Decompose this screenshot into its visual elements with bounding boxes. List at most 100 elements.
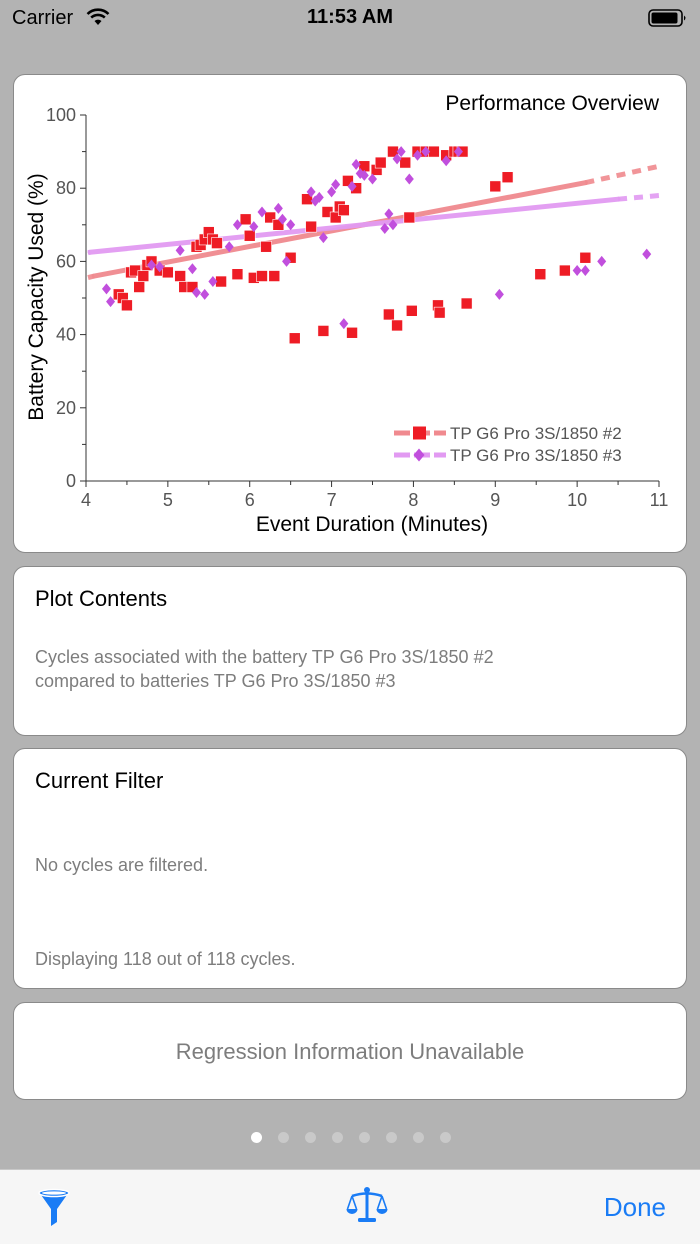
trend-line-extension	[87, 273, 95, 281]
data-point-square	[460, 297, 473, 310]
data-point-square	[579, 251, 592, 264]
plot-contents-card: Plot Contents Cycles associated with the…	[13, 566, 687, 736]
y-tick-label: 0	[66, 471, 76, 491]
data-point-diamond	[392, 153, 402, 165]
data-point-diamond	[642, 248, 652, 260]
data-point-diamond	[314, 191, 324, 203]
page-dot[interactable]	[278, 1132, 289, 1143]
data-point-diamond	[347, 180, 357, 192]
performance-chart: Performance Overview 4 5 6 7 8 9 10 11 0 20 40 60 80…	[25, 92, 669, 536]
data-point-diamond	[232, 219, 242, 231]
data-point-diamond	[597, 255, 607, 267]
data-point-diamond	[187, 263, 197, 275]
data-point-diamond	[396, 146, 406, 158]
y-axis-label: Battery Capacity Used (%)	[25, 173, 48, 420]
y-tick-label: 100	[46, 105, 76, 125]
data-point-square	[268, 270, 281, 282]
regression-message: Regression Information Unavailable	[175, 1039, 525, 1064]
data-point-diamond	[572, 265, 582, 277]
data-point-square	[288, 332, 301, 345]
data-point-square	[374, 156, 387, 169]
legend-marker-diamond	[413, 448, 425, 462]
data-point-square	[162, 266, 174, 279]
data-point-square	[243, 229, 256, 242]
data-point-diamond	[146, 259, 156, 271]
data-point-square	[121, 299, 133, 312]
data-point-diamond	[101, 283, 111, 295]
data-point-diamond	[277, 213, 287, 225]
data-point-diamond	[155, 261, 165, 273]
data-point-diamond	[384, 208, 394, 220]
data-point-diamond	[282, 255, 292, 267]
data-point-diamond	[453, 146, 463, 158]
legend-label: TP G6 Pro 3S/1850 #2	[450, 424, 622, 443]
chart-title: Performance Overview	[445, 92, 659, 115]
done-button[interactable]: Done	[603, 1192, 666, 1222]
page-dot[interactable]	[440, 1132, 451, 1143]
data-point-diamond	[331, 179, 341, 191]
trend-line-extension	[584, 163, 660, 186]
legend-label: TP G6 Pro 3S/1850 #3	[450, 446, 622, 465]
data-point-diamond	[286, 219, 296, 231]
data-point-square	[405, 305, 418, 317]
bottom-toolbar: Done	[0, 1169, 700, 1244]
page-dot[interactable]	[386, 1132, 397, 1143]
data-point-square	[174, 270, 186, 282]
current-filter-card: Current Filter No cycles are filtered. D…	[13, 748, 687, 989]
page-indicator[interactable]	[0, 1131, 700, 1145]
data-point-square	[256, 270, 268, 282]
data-point-diamond	[106, 296, 116, 308]
data-point-square	[559, 264, 571, 277]
data-point-square	[137, 270, 150, 282]
data-point-diamond	[351, 158, 361, 170]
trend-line	[87, 196, 621, 255]
data-point-square	[317, 325, 330, 337]
status-bar: Carrier 11:53 AM	[0, 0, 700, 40]
page-dot[interactable]	[251, 1132, 262, 1143]
battery-icon	[648, 8, 688, 33]
data-point-square	[391, 319, 403, 332]
x-tick-label: 7	[327, 490, 337, 510]
data-point-square	[383, 308, 395, 321]
x-tick-label: 9	[490, 490, 500, 510]
data-point-square	[239, 213, 252, 226]
data-point-diamond	[200, 288, 210, 300]
page-dot[interactable]	[359, 1132, 370, 1143]
data-point-diamond	[368, 173, 377, 185]
data-point-square	[534, 268, 547, 281]
data-point-square	[338, 204, 350, 216]
funnel-icon[interactable]	[37, 1188, 71, 1233]
data-point-diamond	[257, 206, 267, 218]
x-tick-label: 11	[650, 490, 669, 510]
data-point-diamond	[404, 173, 414, 185]
scale-icon[interactable]	[346, 1185, 388, 1232]
page-dot[interactable]	[413, 1132, 424, 1143]
y-tick-label: 80	[56, 178, 76, 198]
y-tick-label: 60	[56, 251, 76, 271]
data-point-square	[305, 220, 317, 233]
page-dot[interactable]	[332, 1132, 343, 1143]
carrier-label: Carrier	[12, 7, 74, 29]
data-point-diamond	[494, 288, 504, 300]
data-point-square	[231, 268, 244, 281]
data-point-diamond	[318, 232, 328, 244]
y-tick-label: 40	[56, 325, 76, 345]
data-point-square	[133, 281, 146, 293]
x-tick-label: 10	[567, 490, 587, 510]
data-point-square	[211, 237, 223, 249]
page-dot[interactable]	[305, 1132, 316, 1143]
plot-contents-title: Plot Contents	[35, 586, 168, 611]
data-point-diamond	[388, 219, 398, 231]
x-tick-label: 4	[81, 490, 91, 510]
trend-line-extension	[617, 193, 660, 202]
data-point-square	[489, 180, 502, 193]
data-point-diamond	[249, 221, 259, 233]
data-point-square	[260, 240, 272, 253]
wifi-icon	[86, 8, 110, 31]
data-point-diamond	[413, 149, 423, 161]
data-point-diamond	[441, 155, 451, 167]
data-point-diamond	[208, 276, 218, 288]
data-point-diamond	[359, 169, 369, 181]
regression-card: Regression Information Unavailable	[13, 1002, 687, 1100]
data-point-diamond	[273, 202, 283, 214]
